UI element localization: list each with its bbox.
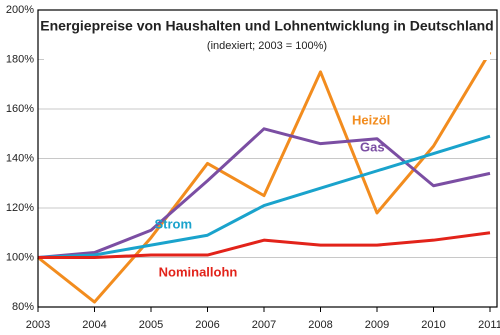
series-line	[37, 127, 491, 259]
y-tick-label: 120%	[6, 202, 34, 214]
x-tick-label: 2009	[365, 319, 389, 331]
x-tick-label: 2007	[252, 319, 276, 331]
y-tick-label: 140%	[6, 152, 34, 164]
x-tick-label: 2005	[139, 319, 163, 331]
x-tick-label: 2011	[478, 319, 500, 331]
y-tick-label: 80%	[12, 301, 34, 313]
x-tick-label: 2006	[195, 319, 219, 331]
series-line	[38, 231, 491, 259]
series-label: Gas	[360, 139, 385, 154]
y-tick-label: 100%	[6, 251, 34, 263]
y-tick-label: 160%	[6, 103, 34, 115]
y-tick-label: 180%	[6, 53, 34, 65]
x-tick-label: 2010	[421, 319, 445, 331]
chart-title: Energiepreise von Haushalten und Lohnent…	[40, 18, 494, 34]
plot-frame	[37, 9, 498, 308]
y-tick-label: 200%	[6, 4, 34, 16]
x-tick-label: 2004	[82, 319, 106, 331]
lines	[37, 51, 492, 304]
series-line	[37, 134, 491, 259]
title-box	[44, 14, 490, 60]
chart-subtitle: (indexiert; 2003 = 100%)	[207, 40, 327, 52]
series-label: Heizöl	[352, 112, 390, 127]
series-label: Strom	[154, 216, 192, 231]
series-label: Nominallohn	[159, 264, 238, 279]
x-tick-label: 2003	[26, 319, 50, 331]
x-tick-label: 2008	[308, 319, 332, 331]
